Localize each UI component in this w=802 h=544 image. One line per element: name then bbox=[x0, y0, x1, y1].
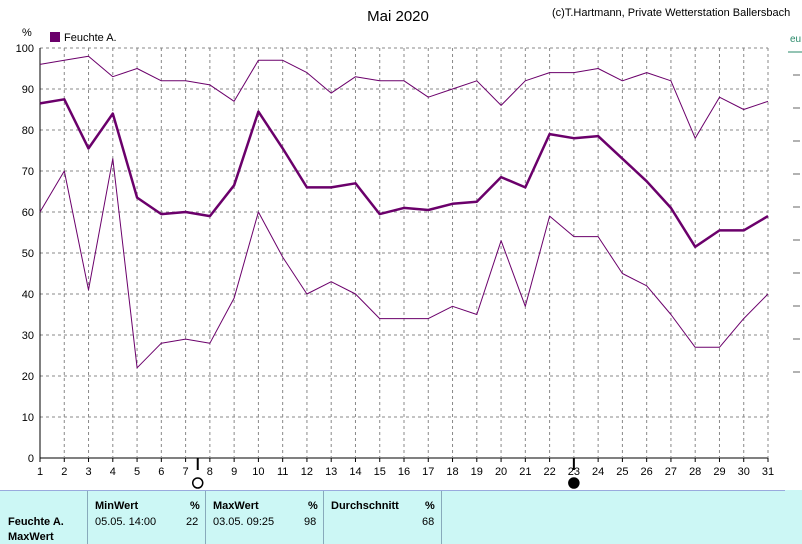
min-value: 22 bbox=[186, 516, 199, 528]
x-axis-ticks: 1 2 3 4 5 6 7 8 9 10 11 12 13 14 15 16 17 18 19 20 21 22 23 24 2… bbox=[37, 458, 774, 478]
x-tick-label: 25 bbox=[616, 466, 628, 478]
x-tick-label: 12 bbox=[301, 466, 313, 478]
y-tick-label: 90 bbox=[22, 84, 34, 96]
humidity-chart: Mai 2020 (c)T.Hartmann, Private Wetterst… bbox=[16, 7, 802, 489]
y-tick-label: 50 bbox=[22, 248, 34, 260]
x-tick-label: 24 bbox=[592, 466, 604, 478]
summary-panel: Feuchte A. MaxWert MinWert % 05.05. 14:0… bbox=[0, 490, 802, 544]
y-tick-label: 40 bbox=[22, 289, 34, 301]
x-tick-label: 22 bbox=[543, 466, 555, 478]
summary-scroll-edge[interactable] bbox=[785, 490, 802, 543]
x-tick-label: 1 bbox=[37, 466, 43, 478]
summary-row-label: Feuchte A. bbox=[8, 516, 64, 528]
y-tick-label: 20 bbox=[22, 371, 34, 383]
chart-title: Mai 2020 bbox=[367, 8, 429, 25]
series-lines bbox=[39, 55, 769, 369]
x-tick-label: 6 bbox=[158, 466, 164, 478]
x-tick-label: 27 bbox=[665, 466, 677, 478]
avg-value: 68 bbox=[422, 516, 435, 528]
y-axis-unit: % bbox=[22, 27, 32, 39]
x-tick-label: 8 bbox=[207, 466, 213, 478]
right-axis-fragment: eu bbox=[790, 34, 801, 45]
x-tick-label: 16 bbox=[398, 466, 410, 478]
y-tick-label: 80 bbox=[22, 125, 34, 137]
x-tick-label: 17 bbox=[422, 466, 434, 478]
min-unit: % bbox=[190, 500, 200, 512]
max-header: MaxWert bbox=[213, 500, 259, 512]
x-tick-label: 28 bbox=[689, 466, 701, 478]
y-tick-label: 100 bbox=[16, 43, 34, 55]
grid bbox=[39, 47, 769, 459]
x-tick-label: 5 bbox=[134, 466, 140, 478]
x-tick-label: 21 bbox=[519, 466, 531, 478]
x-tick-label: 29 bbox=[713, 466, 725, 478]
avg-header: Durchschnitt bbox=[331, 500, 399, 512]
summary-avg-cell: Durchschnitt % 68 bbox=[323, 491, 442, 544]
avg-unit: % bbox=[425, 500, 435, 512]
summary-label-cell: Feuchte A. MaxWert bbox=[0, 491, 88, 544]
series-line-max bbox=[39, 55, 769, 139]
series-line-min bbox=[39, 158, 769, 369]
summary-max-cell: MaxWert % 03.05. 09:25 98 bbox=[205, 491, 324, 544]
x-tick-label: 19 bbox=[471, 466, 483, 478]
legend-swatch bbox=[50, 32, 60, 42]
max-value: 98 bbox=[304, 516, 317, 528]
y-axis-ticks: 0 10 20 30 40 50 60 70 80 90 100 bbox=[16, 43, 34, 465]
y-tick-label: 10 bbox=[22, 412, 34, 424]
x-tick-label: 30 bbox=[738, 466, 750, 478]
summary-row-label-2: MaxWert bbox=[8, 531, 54, 543]
legend-label: Feuchte A. bbox=[64, 32, 117, 44]
x-tick-label: 15 bbox=[374, 466, 386, 478]
min-datetime: 05.05. 14:00 bbox=[95, 516, 157, 528]
y-tick-label: 30 bbox=[22, 330, 34, 342]
filled-circle-marker bbox=[568, 477, 580, 489]
x-tick-label: 14 bbox=[349, 466, 361, 478]
x-tick-label: 7 bbox=[183, 466, 189, 478]
x-tick-label: 13 bbox=[325, 466, 337, 478]
x-tick-label: 31 bbox=[762, 466, 774, 478]
day-markers bbox=[191, 458, 580, 489]
x-tick-label: 11 bbox=[277, 466, 288, 478]
x-tick-label: 10 bbox=[252, 466, 264, 478]
x-tick-label: 4 bbox=[110, 466, 116, 478]
min-header: MinWert bbox=[95, 500, 139, 512]
y-tick-label: 0 bbox=[28, 453, 34, 465]
x-tick-label: 3 bbox=[85, 466, 91, 478]
open-circle-marker bbox=[191, 477, 204, 489]
right-edge-ticks bbox=[788, 51, 802, 373]
max-unit: % bbox=[308, 500, 318, 512]
y-tick-label: 60 bbox=[22, 207, 34, 219]
x-tick-label: 9 bbox=[231, 466, 237, 478]
x-tick-label: 18 bbox=[446, 466, 458, 478]
x-tick-label: 20 bbox=[495, 466, 507, 478]
credit-text: (c)T.Hartmann, Private Wetterstation Bal… bbox=[552, 7, 790, 19]
x-tick-label: 23 bbox=[568, 466, 580, 478]
x-tick-label: 26 bbox=[641, 466, 653, 478]
summary-min-cell: MinWert % 05.05. 14:00 22 bbox=[87, 491, 206, 544]
series-line-mean bbox=[39, 98, 769, 249]
y-tick-label: 70 bbox=[22, 166, 34, 178]
max-datetime: 03.05. 09:25 bbox=[213, 516, 275, 528]
x-tick-label: 2 bbox=[61, 466, 67, 478]
